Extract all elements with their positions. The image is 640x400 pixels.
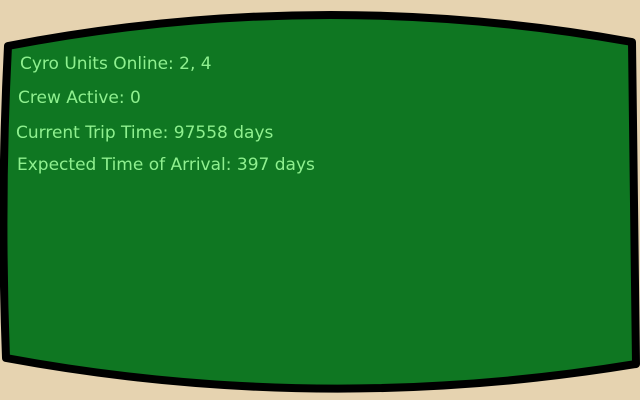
crew-active-status: Crew Active: 0 — [18, 88, 141, 108]
crt-screen — [0, 11, 640, 393]
eta-status: Expected Time of Arrival: 397 days — [17, 155, 315, 175]
cryo-units-status: Cyro Units Online: 2, 4 — [20, 54, 212, 74]
trip-time-status: Current Trip Time: 97558 days — [16, 123, 274, 143]
